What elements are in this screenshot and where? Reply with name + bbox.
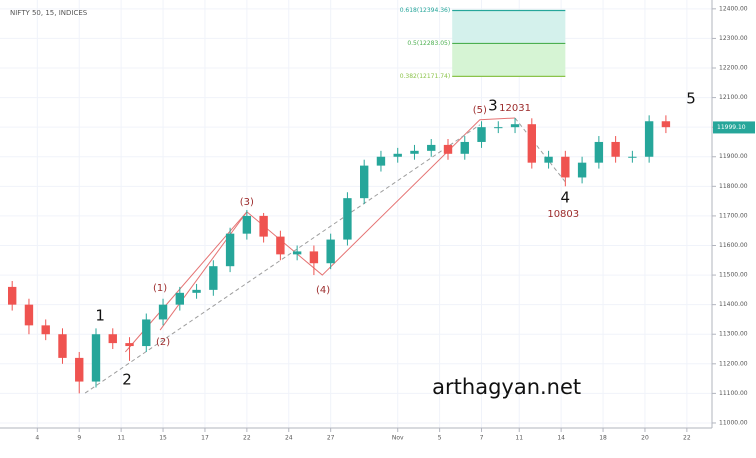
candle-body (477, 127, 486, 142)
candle-body (644, 121, 654, 157)
candle-body (561, 156, 570, 178)
y-tick-label: 11200.00 (719, 360, 748, 367)
y-tick-label: 11900.00 (719, 153, 748, 160)
fib-label: 0.618(12394.36) (400, 7, 451, 14)
y-tick-label: 11400.00 (719, 301, 748, 308)
candle-body (577, 162, 587, 178)
x-tick-label: 20 (641, 435, 649, 442)
candle-body (628, 156, 637, 158)
candle-body (460, 141, 469, 154)
candle-body (611, 141, 620, 157)
candle-body (527, 124, 536, 163)
candle-body (661, 121, 671, 128)
candle-body (175, 292, 184, 305)
x-tick-label: 7 (480, 435, 484, 442)
candle-body (544, 156, 553, 163)
y-tick-label: 12300.00 (719, 35, 748, 42)
y-tick-label: 11100.00 (719, 390, 748, 397)
sub-wave-label: 12031 (499, 103, 531, 114)
candle-body (41, 325, 50, 335)
wave-line (84, 124, 481, 394)
y-tick-label: 11300.00 (719, 331, 748, 338)
candle-body (259, 215, 268, 237)
y-tick-label: 11800.00 (719, 183, 748, 190)
watermark: arthagyan.net (432, 375, 581, 399)
candle-body (225, 233, 235, 267)
sub-wave-label: (4) (316, 285, 330, 296)
sub-wave-label: (3) (240, 197, 254, 208)
last-price-box (713, 121, 755, 134)
y-tick-label: 11000.00 (719, 419, 748, 426)
fib-label: 0.5(12283.05) (407, 40, 450, 47)
wave-line (159, 211, 248, 331)
y-tick-label: 12200.00 (719, 65, 748, 72)
fib-zone (452, 10, 566, 44)
candle-body (309, 251, 319, 264)
wave-label: 4 (561, 188, 571, 206)
x-tick-label: 9 (77, 435, 81, 442)
wave-label: 5 (686, 89, 696, 107)
fib-zone (452, 43, 566, 77)
candle-body (360, 165, 369, 199)
candle-body (8, 286, 17, 305)
y-tick-label: 11500.00 (719, 272, 748, 279)
wave-label: 2 (122, 371, 132, 389)
chart-title: NIFTY 50, 15, INDICES (10, 9, 88, 17)
sub-wave-label: 10803 (547, 209, 579, 220)
candle-body (510, 124, 520, 128)
x-tick-label: 22 (243, 435, 251, 442)
x-tick-label: 15 (159, 435, 167, 442)
candle-body (276, 236, 285, 255)
y-tick-label: 12100.00 (719, 94, 748, 101)
candle-body (376, 156, 386, 166)
candle-body (343, 198, 352, 240)
x-tick-label: 4 (35, 435, 39, 442)
candle-body (91, 334, 101, 382)
candle-body (142, 319, 151, 347)
x-tick-label: 22 (683, 435, 691, 442)
sub-wave-label: (1) (153, 283, 167, 294)
candle-body (242, 215, 252, 234)
candle-body (410, 150, 419, 154)
wave-label: 3 (488, 96, 498, 114)
y-tick-label: 11600.00 (719, 242, 748, 249)
candle-body (58, 334, 67, 358)
x-tick-label: 14 (557, 435, 565, 442)
candle-body (427, 144, 436, 151)
sub-wave-label: (2) (156, 337, 170, 348)
candle-body (209, 266, 218, 290)
last-price-label: 11999.10 (717, 124, 746, 131)
candle-body (192, 289, 201, 293)
candle-body (326, 239, 335, 264)
x-tick-label: 17 (201, 435, 209, 442)
candle-body (494, 127, 503, 129)
candle-body (393, 153, 402, 157)
candle-body (24, 304, 34, 326)
x-tick-label: 18 (599, 435, 607, 442)
y-tick-label: 12400.00 (719, 5, 748, 12)
candle-body (108, 334, 117, 344)
x-tick-label: 27 (327, 435, 335, 442)
x-tick-label: 11 (117, 435, 125, 442)
candle-body (443, 144, 453, 154)
x-tick-label: 5 (438, 435, 442, 442)
x-tick-label: Nov (392, 435, 404, 442)
wave-line (124, 117, 516, 353)
sub-wave-label: (5) (473, 105, 487, 116)
wave-label: 1 (95, 306, 105, 324)
x-tick-label: 24 (285, 435, 293, 442)
y-tick-label: 11700.00 (719, 212, 748, 219)
fib-label: 0.382(12171.74) (400, 73, 451, 80)
candle-body (75, 357, 84, 382)
candle-body (125, 343, 134, 347)
candle-body (594, 141, 604, 163)
candle-body (158, 304, 168, 320)
candle-body (292, 251, 302, 255)
x-tick-label: 11 (515, 435, 523, 442)
